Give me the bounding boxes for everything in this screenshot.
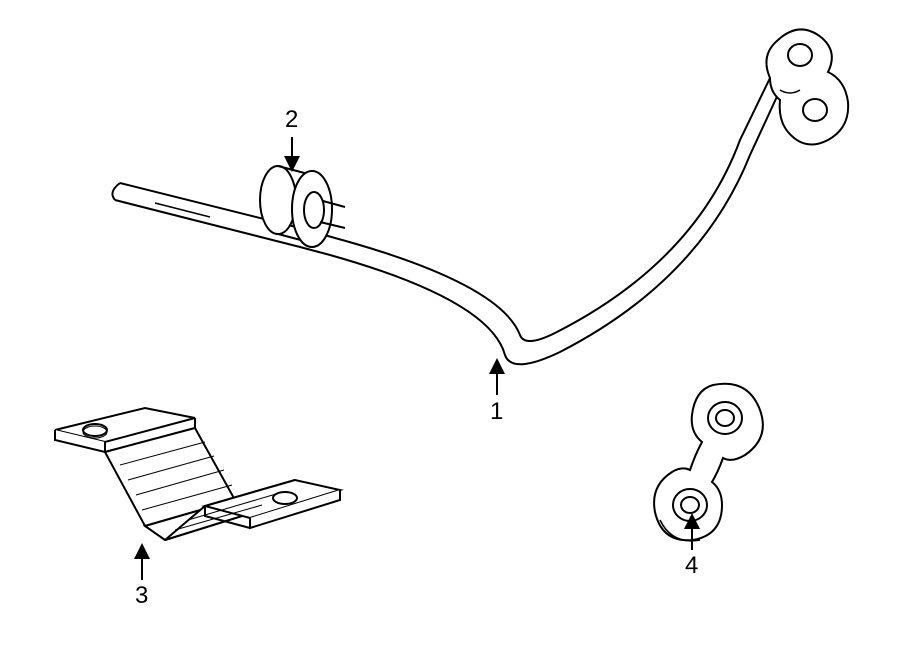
callout-label-2: 2	[285, 106, 298, 134]
callout-label-4: 4	[685, 552, 698, 580]
parts-diagram: 1 2 3 4	[0, 0, 900, 661]
callout-label-1: 1	[490, 398, 503, 426]
part-bushing	[260, 166, 345, 247]
part-stabilizer-bar	[112, 29, 848, 364]
part-link	[654, 384, 763, 541]
callout-label-3: 3	[135, 582, 148, 610]
part-bracket	[55, 408, 340, 540]
diagram-svg	[0, 0, 900, 661]
